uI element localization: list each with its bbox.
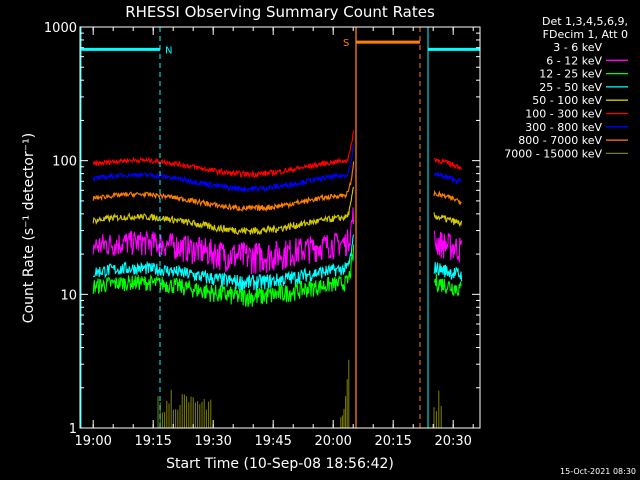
- plot-frame: [79, 26, 481, 429]
- legend: Det 1,3,4,5,6,9,FDecim 1, Att 03 - 6 keV…: [504, 15, 628, 160]
- axes: 19:00 19:15 19:30 19:45 20:00 20:15 20:30 1 10 10…: [44, 21, 481, 449]
- legend-entry-label: 12 - 25 keV: [539, 68, 602, 81]
- legend-header-line: FDecim 1, Att 0: [543, 28, 628, 41]
- x-tick-label: 20:30: [434, 434, 471, 449]
- series-line-800-7000-kev: [92, 161, 462, 213]
- x-axis-label: Start Time (10-Sep-08 18:56:42): [166, 456, 394, 472]
- series-line-7000-15000-kev: [157, 359, 442, 428]
- legend-header-line: Det 1,3,4,5,6,9,: [542, 15, 628, 28]
- y-axis-label: Count Rate (s⁻¹ detector⁻¹): [21, 133, 37, 323]
- y-tick-label: 1000: [44, 21, 77, 36]
- flag-label-n: N: [165, 45, 172, 56]
- series-line-12-25-kev: [92, 244, 462, 307]
- x-tick-label: 19:15: [134, 434, 171, 449]
- x-tick-label: 19:30: [194, 434, 231, 449]
- footer-date: 15-Oct-2021 08:30: [560, 467, 636, 476]
- chart-title: RHESSI Observing Summary Count Rates: [125, 3, 435, 21]
- series-line-100-300-kev: [92, 130, 463, 179]
- legend-entry-label: 3 - 6 keV: [553, 41, 602, 54]
- legend-entry-label: 800 - 7000 keV: [518, 134, 602, 147]
- series-line-50-100-kev: [92, 186, 463, 236]
- series-line-25-50-kev: [92, 234, 463, 291]
- legend-entry-label: 7000 - 15000 keV: [504, 147, 602, 160]
- y-tick-label: 10: [60, 288, 77, 303]
- x-tick-label: 20:15: [374, 434, 411, 449]
- x-tick-label: 19:45: [254, 434, 291, 449]
- legend-entry-label: 50 - 100 keV: [532, 94, 602, 107]
- y-tick-label: 1: [69, 422, 77, 437]
- x-tick-label: 19:00: [74, 434, 111, 449]
- y-tick-label: 100: [52, 155, 77, 170]
- series-line-6-12-kev: [92, 207, 463, 275]
- legend-entry-label: 6 - 12 keV: [546, 54, 602, 67]
- legend-entry-label: 100 - 300 keV: [525, 108, 602, 121]
- series-line-300-800-kev: [92, 143, 462, 193]
- flag-label-s: S: [343, 38, 349, 49]
- plot-area: NS: [80, 27, 481, 428]
- legend-entry-label: 300 - 800 keV: [525, 121, 602, 134]
- legend-entry-label: 25 - 50 keV: [539, 81, 602, 94]
- x-tick-label: 20:00: [314, 434, 351, 449]
